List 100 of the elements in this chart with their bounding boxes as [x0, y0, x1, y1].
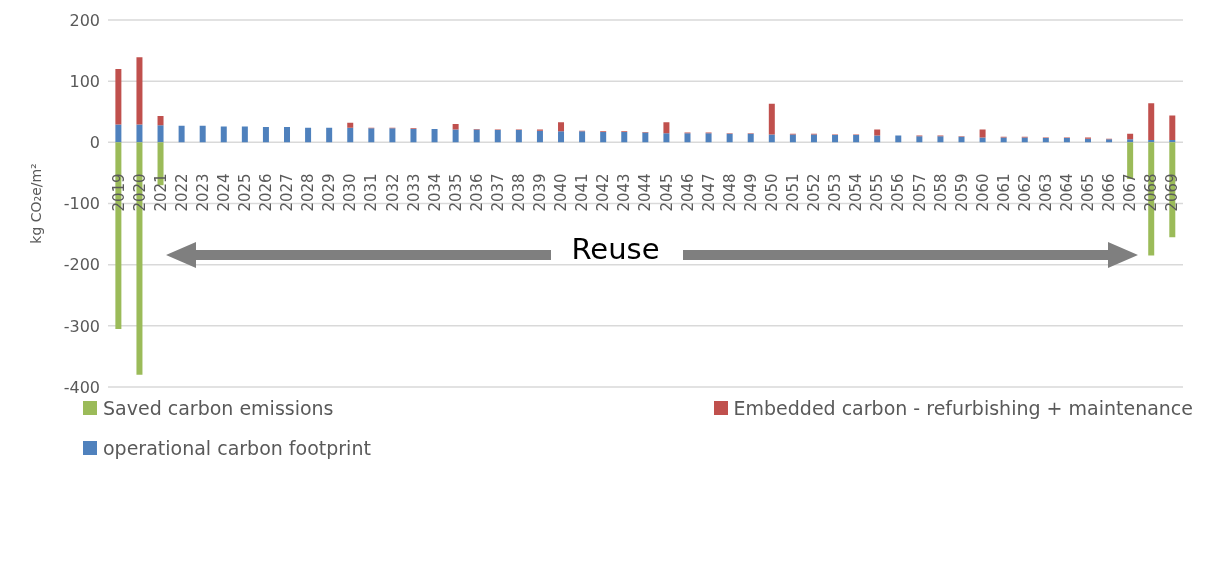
bar: [726, 133, 733, 143]
bar: [1169, 115, 1176, 140]
bar: [1148, 103, 1155, 140]
bar: [452, 129, 459, 143]
bar: [916, 136, 923, 143]
x-tick-label: 2019: [109, 173, 128, 212]
bar: [136, 124, 143, 143]
x-tick-label: 2021: [151, 173, 170, 212]
x-tick-label: 2027: [278, 173, 297, 212]
bar: [368, 128, 375, 143]
annotation: Reuse: [570, 232, 661, 266]
bar: [558, 131, 565, 143]
x-tick-label: 2062: [1015, 173, 1034, 212]
bar: [157, 116, 164, 126]
bar: [705, 133, 712, 143]
bar: [136, 57, 143, 125]
x-tick-label: 2068: [1142, 173, 1161, 212]
bar: [874, 129, 881, 136]
x-tick-label: 2050: [762, 173, 781, 212]
bar: [347, 122, 354, 128]
legend-label: Embedded carbon - refurbishing + maintenance: [732, 396, 1194, 421]
bar: [178, 125, 185, 143]
x-tick-label: 2052: [805, 173, 824, 212]
x-tick-label: 2067: [1121, 173, 1140, 212]
y-tick-label: -200: [63, 255, 100, 275]
x-tick-label: 2041: [573, 173, 592, 212]
x-tick-label: 2048: [720, 173, 739, 212]
bar: [157, 125, 164, 143]
bar: [515, 130, 522, 143]
bar: [768, 134, 775, 143]
bar: [199, 125, 206, 143]
bar: [305, 127, 312, 143]
x-tick-label: 2046: [678, 173, 697, 212]
bar: [937, 136, 944, 143]
bar: [768, 103, 775, 135]
x-tick-label: 2053: [826, 173, 845, 212]
x-tick-label: 2049: [741, 173, 760, 212]
bar: [810, 134, 817, 143]
bar: [494, 130, 501, 143]
y-tick-label: 200: [69, 10, 100, 30]
x-tick-label: 2040: [552, 173, 571, 212]
bar: [410, 128, 417, 143]
bar: [895, 135, 902, 143]
bar: [663, 122, 670, 134]
x-tick-label: 2058: [931, 173, 950, 212]
x-tick-label: 2064: [1058, 173, 1077, 212]
x-tick-label: 2022: [172, 173, 191, 212]
bar: [663, 133, 670, 143]
bar: [579, 131, 586, 143]
legend-label: operational carbon footprint: [102, 436, 372, 461]
x-tick-label: 2065: [1079, 173, 1098, 212]
x-tick-label: 2020: [130, 173, 149, 212]
bar: [979, 137, 986, 143]
bar: [115, 68, 122, 125]
x-tick-label: 2043: [615, 173, 634, 212]
bar: [979, 129, 986, 138]
bar: [241, 126, 248, 143]
bar: [1000, 137, 1007, 143]
bar: [431, 128, 438, 143]
bar: [684, 133, 691, 143]
x-tick-label: 2032: [383, 173, 402, 212]
bar: [347, 127, 354, 143]
y-axis-title: kg CO₂e/m²: [27, 163, 44, 244]
x-tick-label: 2061: [994, 173, 1013, 212]
x-tick-label: 2030: [341, 173, 360, 212]
bar: [558, 122, 565, 132]
x-tick-label: 2057: [910, 173, 929, 212]
bar: [115, 124, 122, 143]
x-tick-label: 2029: [320, 173, 339, 212]
x-tick-label: 2039: [531, 173, 550, 212]
bar: [832, 134, 839, 143]
bar: [1127, 139, 1134, 143]
x-tick-label: 2042: [594, 173, 613, 212]
bar: [789, 134, 796, 143]
legend-label: Saved carbon emissions: [103, 397, 334, 419]
bar: [1042, 138, 1049, 143]
bar: [642, 132, 649, 143]
x-tick-label: 2026: [257, 173, 276, 212]
x-tick-label: 2028: [299, 173, 318, 212]
x-tick-label: 2059: [952, 173, 971, 212]
y-tick-label: 0: [89, 133, 100, 153]
bar: [1063, 138, 1070, 143]
bar: [874, 135, 881, 143]
y-tick-label: -400: [63, 377, 100, 397]
x-tick-label: 2054: [847, 173, 866, 212]
x-tick-label: 2056: [889, 173, 908, 212]
x-tick-label: 2069: [1163, 173, 1182, 212]
x-tick-label: 2051: [784, 173, 803, 212]
bar: [473, 129, 480, 143]
bar: [220, 126, 227, 143]
bar: [853, 134, 860, 143]
y-tick-label: -300: [63, 316, 100, 336]
bar: [326, 127, 333, 143]
x-tick-label: 2044: [636, 173, 655, 212]
x-tick-label: 2047: [699, 173, 718, 212]
x-tick-label: 2045: [657, 173, 676, 212]
y-tick-label: -100: [63, 194, 100, 214]
bar: [262, 127, 269, 143]
bar: [284, 127, 290, 143]
x-tick-label: 2025: [236, 173, 255, 212]
